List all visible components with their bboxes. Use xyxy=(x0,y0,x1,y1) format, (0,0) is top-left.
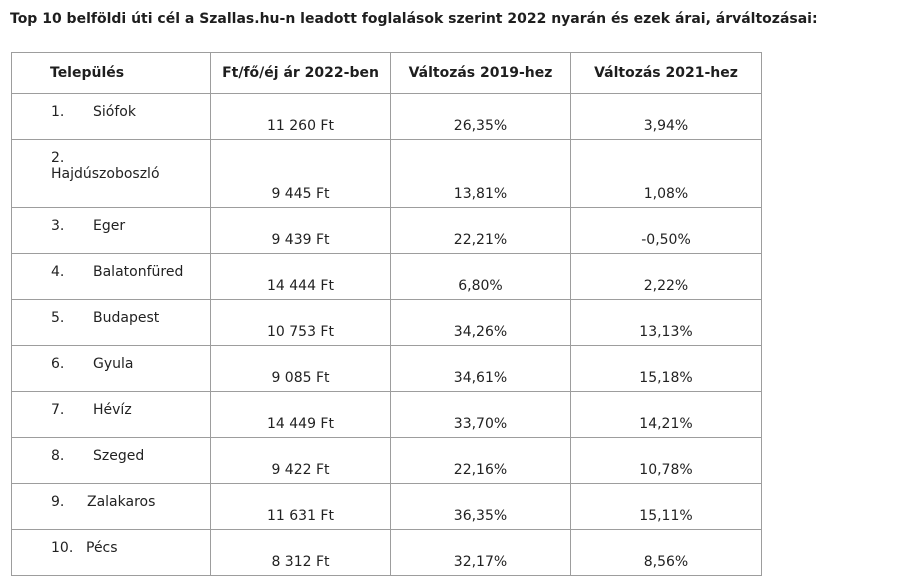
change-2019-cell: 36,35% xyxy=(390,483,571,530)
rank: 4. xyxy=(51,264,65,280)
table-header-row: Település Ft/fő/éj ár 2022-ben Változás … xyxy=(11,52,762,94)
change-2019-cell: 34,61% xyxy=(390,345,571,392)
table-row: 1. Siófok 11 260 Ft 26,35% 3,94% xyxy=(11,93,762,140)
price-cell: 8 312 Ft xyxy=(210,529,391,576)
city-name: Eger xyxy=(93,218,126,234)
settlement-cell: 9. Zalakaros xyxy=(11,483,211,530)
change-2019-cell: 6,80% xyxy=(390,253,571,300)
price-cell: 10 753 Ft xyxy=(210,299,391,346)
city-name: Hévíz xyxy=(93,402,132,418)
table-row: 8. Szeged 9 422 Ft 22,16% 10,78% xyxy=(11,437,762,484)
column-header-change-2019: Változás 2019-hez xyxy=(390,52,571,94)
settlement-cell: 1. Siófok xyxy=(11,93,211,140)
change-2021-cell: 10,78% xyxy=(570,437,762,484)
change-2021-cell: 1,08% xyxy=(570,139,762,208)
destinations-table: Település Ft/fő/éj ár 2022-ben Változás … xyxy=(11,52,762,576)
rank: 8. xyxy=(51,448,65,464)
table-row: 2. Hajdúszoboszló 9 445 Ft 13,81% 1,08% xyxy=(11,139,762,208)
table-row: 3. Eger 9 439 Ft 22,21% -0,50% xyxy=(11,207,762,254)
price-cell: 11 631 Ft xyxy=(210,483,391,530)
rank: 7. xyxy=(51,402,65,418)
settlement-cell: 8. Szeged xyxy=(11,437,211,484)
rank: 6. xyxy=(51,356,65,372)
column-header-settlement: Település xyxy=(11,52,211,94)
price-cell: 14 444 Ft xyxy=(210,253,391,300)
rank: 5. xyxy=(51,310,65,326)
table-row: 5. Budapest 10 753 Ft 34,26% 13,13% xyxy=(11,299,762,346)
city-name: Hajdúszoboszló xyxy=(51,166,160,182)
city-name: Zalakaros xyxy=(87,494,156,510)
table-row: 9. Zalakaros 11 631 Ft 36,35% 15,11% xyxy=(11,483,762,530)
column-header-change-2021: Változás 2021-hez xyxy=(570,52,762,94)
change-2019-cell: 33,70% xyxy=(390,391,571,438)
change-2019-cell: 26,35% xyxy=(390,93,571,140)
change-2021-cell: 14,21% xyxy=(570,391,762,438)
table-row: 4. Balatonfüred 14 444 Ft 6,80% 2,22% xyxy=(11,253,762,300)
page-title: Top 10 belföldi úti cél a Szallas.hu-n l… xyxy=(10,11,818,27)
change-2021-cell: -0,50% xyxy=(570,207,762,254)
change-2021-cell: 8,56% xyxy=(570,529,762,576)
price-cell: 9 085 Ft xyxy=(210,345,391,392)
table-row: 10. Pécs 8 312 Ft 32,17% 8,56% xyxy=(11,529,762,576)
rank: 1. xyxy=(51,104,65,120)
settlement-cell: 5. Budapest xyxy=(11,299,211,346)
price-cell: 11 260 Ft xyxy=(210,93,391,140)
change-2019-cell: 32,17% xyxy=(390,529,571,576)
settlement-cell: 3. Eger xyxy=(11,207,211,254)
settlement-cell: 7. Hévíz xyxy=(11,391,211,438)
city-name: Balatonfüred xyxy=(93,264,184,280)
city-name: Szeged xyxy=(93,448,145,464)
rank: 9. xyxy=(51,494,65,510)
settlement-cell: 4. Balatonfüred xyxy=(11,253,211,300)
change-2021-cell: 13,13% xyxy=(570,299,762,346)
change-2021-cell: 15,18% xyxy=(570,345,762,392)
settlement-cell: 6. Gyula xyxy=(11,345,211,392)
change-2019-cell: 22,16% xyxy=(390,437,571,484)
city-name: Gyula xyxy=(93,356,134,372)
city-name: Budapest xyxy=(93,310,160,326)
table-row: 7. Hévíz 14 449 Ft 33,70% 14,21% xyxy=(11,391,762,438)
change-2021-cell: 15,11% xyxy=(570,483,762,530)
city-name: Siófok xyxy=(93,104,136,120)
rank: 3. xyxy=(51,218,65,234)
settlement-cell: 2. Hajdúszoboszló xyxy=(11,139,211,208)
price-cell: 9 422 Ft xyxy=(210,437,391,484)
price-cell: 9 439 Ft xyxy=(210,207,391,254)
city-name: Pécs xyxy=(86,540,118,556)
rank: 10. xyxy=(51,540,74,556)
column-header-price: Ft/fő/éj ár 2022-ben xyxy=(210,52,391,94)
settlement-cell: 10. Pécs xyxy=(11,529,211,576)
change-2019-cell: 34,26% xyxy=(390,299,571,346)
change-2019-cell: 13,81% xyxy=(390,139,571,208)
price-cell: 9 445 Ft xyxy=(210,139,391,208)
price-cell: 14 449 Ft xyxy=(210,391,391,438)
change-2021-cell: 3,94% xyxy=(570,93,762,140)
change-2021-cell: 2,22% xyxy=(570,253,762,300)
table-row: 6. Gyula 9 085 Ft 34,61% 15,18% xyxy=(11,345,762,392)
rank: 2. xyxy=(51,150,65,166)
change-2019-cell: 22,21% xyxy=(390,207,571,254)
